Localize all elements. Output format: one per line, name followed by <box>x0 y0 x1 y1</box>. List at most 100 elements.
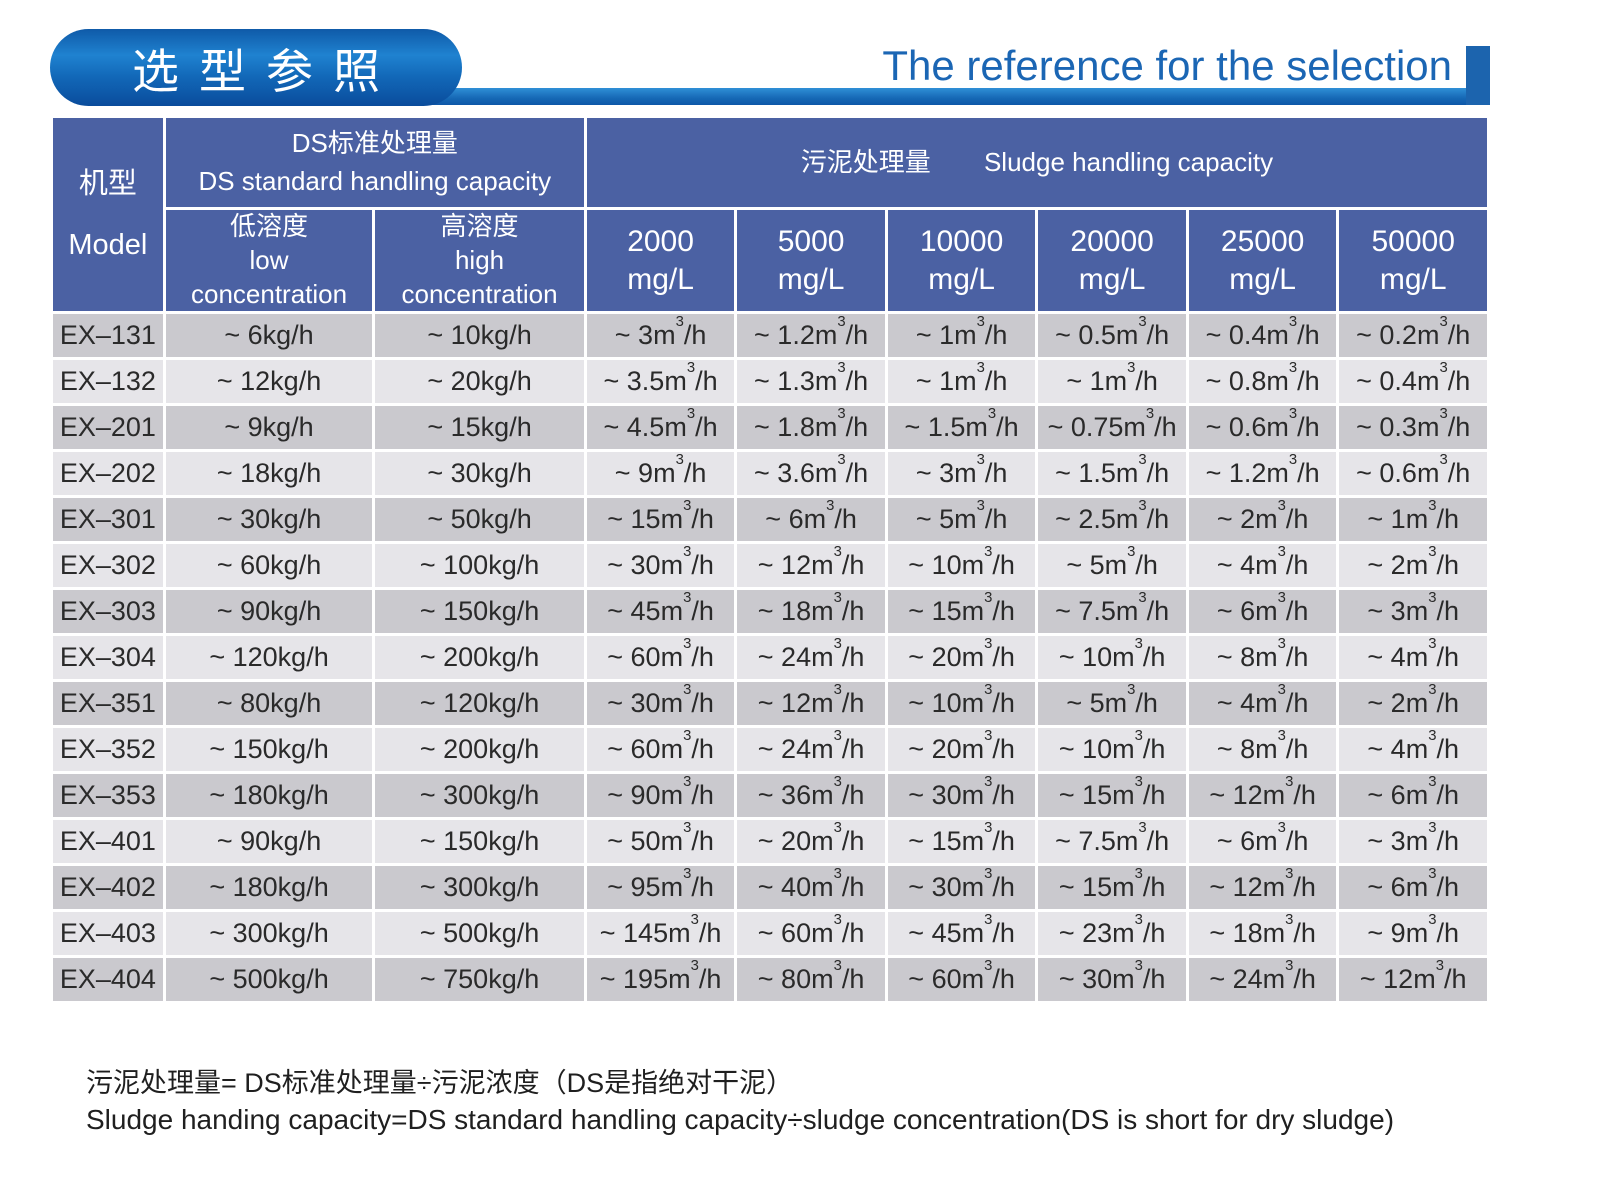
page-title-en: The reference for the selection <box>882 42 1452 89</box>
model-cell: EX–351 <box>50 679 166 729</box>
capacity-value-cell: ~ 9kg/h <box>162 403 376 453</box>
capacity-value-cell: ~ 5m3/h <box>884 495 1039 545</box>
capacity-value-cell: ~ 0.2m3/h <box>1336 311 1490 361</box>
model-cell: EX–404 <box>50 955 166 1005</box>
capacity-value-cell: ~ 8m3/h <box>1185 633 1340 683</box>
ds-group-cn: DS标准处理量 <box>291 127 458 158</box>
capacity-value-cell: ~ 2m3/h <box>1336 679 1490 729</box>
capacity-value-cell: ~ 145m3/h <box>583 909 738 959</box>
capacity-value-cell: ~ 300kg/h <box>162 909 376 959</box>
capacity-value-cell: ~ 3m3/h <box>1336 587 1490 637</box>
column-header-20000mgl: 20000 mg/L <box>1035 206 1189 315</box>
capacity-value-cell: ~ 60m3/h <box>884 955 1039 1005</box>
capacity-value-cell: ~ 0.5m3/h <box>1035 311 1189 361</box>
column-header-2000mgl: 2000 mg/L <box>583 206 738 315</box>
capacity-value-cell: ~ 2.5m3/h <box>1035 495 1189 545</box>
capacity-value-cell: ~ 7.5m3/h <box>1035 587 1189 637</box>
table-row: EX–131 ~ 6kg/h ~ 10kg/h ~ 3m3/h ~ 1.2m3/h ~ 1… <box>50 311 1490 361</box>
capacity-value-cell: ~ 1.2m3/h <box>1185 449 1340 499</box>
capacity-value-cell: ~ 0.6m3/h <box>1185 403 1340 453</box>
column-header-10000mgl: 10000 mg/L <box>884 206 1039 315</box>
capacity-value-cell: ~ 4m3/h <box>1185 541 1340 591</box>
model-cell: EX–301 <box>50 495 166 545</box>
capacity-value-cell: ~ 10m3/h <box>884 679 1039 729</box>
column-header-5000mgl: 5000 mg/L <box>734 206 888 315</box>
capacity-value-cell: ~ 0.3m3/h <box>1336 403 1490 453</box>
model-cell: EX–303 <box>50 587 166 637</box>
table-row: EX–201 ~ 9kg/h ~ 15kg/h ~ 4.5m3/h ~ 1.8m3/h ~… <box>50 403 1490 453</box>
capacity-value-cell: ~ 150kg/h <box>162 725 376 775</box>
capacity-value-cell: ~ 6m3/h <box>1185 817 1340 867</box>
header-row-subcolumns: 低溶度 low concentration 高溶度 high concentra… <box>52 206 1490 315</box>
capacity-value-cell: ~ 4m3/h <box>1336 633 1490 683</box>
model-cell: EX–302 <box>50 541 166 591</box>
mgl-value: 2000 <box>627 225 694 259</box>
capacity-value-cell: ~ 9m3/h <box>583 449 738 499</box>
column-header-25000mgl: 25000 mg/L <box>1185 206 1340 315</box>
low-conc-en2: concentration <box>190 278 348 309</box>
table-row: EX–301 ~ 30kg/h ~ 50kg/h ~ 15m3/h ~ 6m3/h ~ 5… <box>50 495 1490 545</box>
mgl-value: 5000 <box>777 225 845 259</box>
capacity-value-cell: ~ 3m3/h <box>884 449 1039 499</box>
table-row: EX–302 ~ 60kg/h ~ 100kg/h ~ 30m3/h ~ 12m3/h ~… <box>50 541 1490 591</box>
column-header-low-concentration: 低溶度 low concentration <box>162 206 376 315</box>
capacity-value-cell: ~ 1m3/h <box>1336 495 1490 545</box>
title-underline-bar <box>230 88 1490 105</box>
model-cell: EX–131 <box>50 311 166 361</box>
capacity-value-cell: ~ 180kg/h <box>162 863 376 913</box>
model-header-cn: 机型 <box>78 167 137 200</box>
mgl-value: 50000 <box>1371 225 1455 259</box>
column-header-model: 机型 Model <box>50 114 166 315</box>
capacity-value-cell: ~ 24m3/h <box>734 633 888 683</box>
capacity-value-cell: ~ 40m3/h <box>734 863 888 913</box>
capacity-value-cell: ~ 200kg/h <box>372 725 587 775</box>
model-cell: EX–403 <box>50 909 166 959</box>
capacity-value-cell: ~ 30kg/h <box>372 449 587 499</box>
capacity-value-cell: ~ 1m3/h <box>884 311 1039 361</box>
capacity-value-cell: ~ 300kg/h <box>372 863 587 913</box>
capacity-value-cell: ~ 0.4m3/h <box>1336 357 1490 407</box>
mgl-value: 20000 <box>1070 225 1154 259</box>
capacity-value-cell: ~ 45m3/h <box>884 909 1039 959</box>
capacity-value-cell: ~ 15m3/h <box>1035 863 1189 913</box>
model-header-gap <box>54 202 161 228</box>
model-cell: EX–352 <box>50 725 166 775</box>
capacity-value-cell: ~ 120kg/h <box>162 633 376 683</box>
capacity-value-cell: ~ 750kg/h <box>372 955 587 1005</box>
table-row: EX–352 ~ 150kg/h ~ 200kg/h ~ 60m3/h ~ 24m3/h… <box>50 725 1490 775</box>
model-cell: EX–304 <box>50 633 166 683</box>
capacity-value-cell: ~ 4m3/h <box>1185 679 1340 729</box>
capacity-value-cell: ~ 20kg/h <box>372 357 587 407</box>
capacity-value-cell: ~ 12m3/h <box>1336 955 1490 1005</box>
capacity-value-cell: ~ 90m3/h <box>583 771 738 821</box>
capacity-value-cell: ~ 0.75m3/h <box>1035 403 1189 453</box>
model-cell: EX–201 <box>50 403 166 453</box>
mgl-unit: mg/L <box>928 262 995 296</box>
capacity-value-cell: ~ 1.5m3/h <box>1035 449 1189 499</box>
high-conc-en1: high <box>454 244 505 275</box>
capacity-value-cell: ~ 20m3/h <box>734 817 888 867</box>
capacity-value-cell: ~ 50m3/h <box>583 817 738 867</box>
table-row: EX–402 ~ 180kg/h ~ 300kg/h ~ 95m3/h ~ 40m3/h… <box>50 863 1490 913</box>
sludge-group-cn: 污泥处理量 <box>800 146 931 177</box>
capacity-value-cell: ~ 45m3/h <box>583 587 738 637</box>
capacity-value-cell: ~ 1.3m3/h <box>734 357 888 407</box>
capacity-value-cell: ~ 12kg/h <box>162 357 376 407</box>
capacity-value-cell: ~ 300kg/h <box>372 771 587 821</box>
capacity-value-cell: ~ 18kg/h <box>162 449 376 499</box>
capacity-value-cell: ~ 1m3/h <box>1035 357 1189 407</box>
capacity-value-cell: ~ 10m3/h <box>884 541 1039 591</box>
title-accent-bar <box>1466 46 1490 105</box>
capacity-value-cell: ~ 6m3/h <box>734 495 888 545</box>
capacity-value-cell: ~ 3.5m3/h <box>583 357 738 407</box>
capacity-value-cell: ~ 0.4m3/h <box>1185 311 1340 361</box>
capacity-value-cell: ~ 18m3/h <box>1185 909 1340 959</box>
capacity-value-cell: ~ 12m3/h <box>734 541 888 591</box>
capacity-value-cell: ~ 4m3/h <box>1336 725 1490 775</box>
capacity-value-cell: ~ 12m3/h <box>734 679 888 729</box>
column-group-sludge-capacity: 污泥处理量 Sludge handling capacity <box>583 115 1491 210</box>
ds-group-en: DS standard handling capacity <box>198 165 552 196</box>
capacity-value-cell: ~ 36m3/h <box>734 771 888 821</box>
selection-table: 机型 Model DS标准处理量 DS standard handling ca… <box>50 114 1491 1005</box>
